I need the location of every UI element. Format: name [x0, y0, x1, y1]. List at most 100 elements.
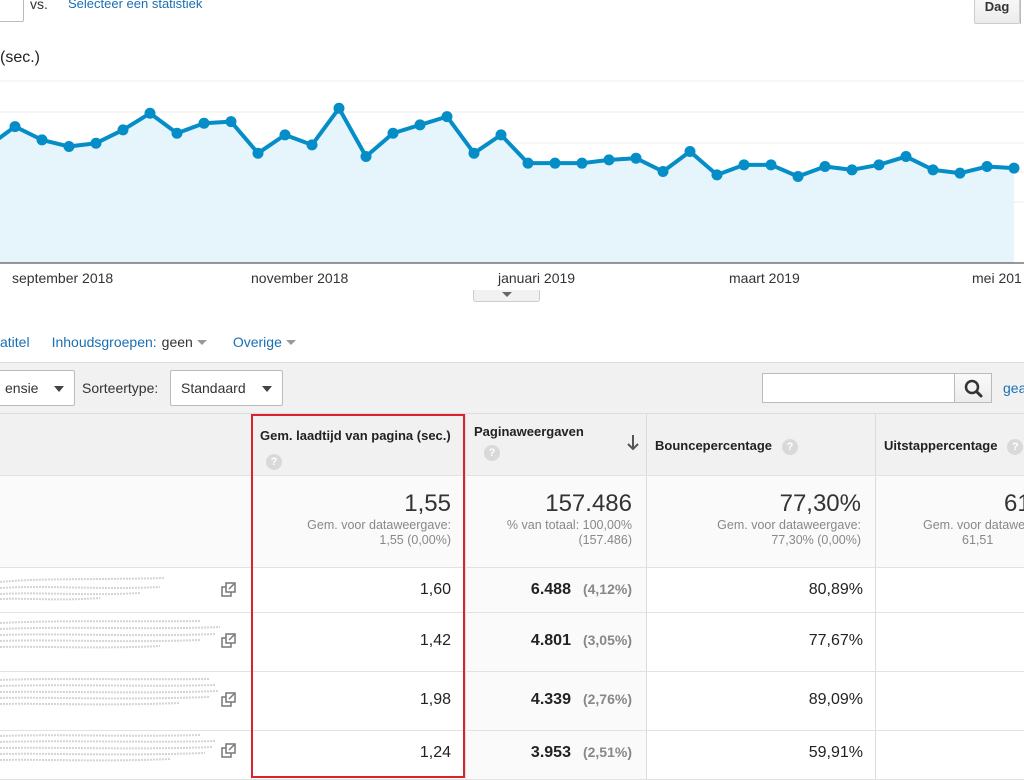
- data-point[interactable]: [981, 161, 993, 173]
- pageviews-percent: (2,51%): [582, 744, 632, 760]
- summary-sub-label: % van totaal: 100,00%: [506, 518, 632, 532]
- help-icon[interactable]: ?: [782, 438, 799, 455]
- chart-collapse-toggle[interactable]: [473, 290, 540, 302]
- summary-sub-value: (157.486): [578, 533, 632, 547]
- summary-value: 61: [1004, 490, 1024, 517]
- data-point[interactable]: [792, 170, 804, 182]
- content-groups-value[interactable]: geen: [161, 334, 193, 350]
- data-point[interactable]: [306, 139, 318, 151]
- data-point[interactable]: [9, 121, 21, 133]
- table-search-input[interactable]: [762, 373, 954, 403]
- sort-descending-icon[interactable]: [626, 434, 640, 452]
- chart-metric-label: (sec.): [0, 49, 40, 66]
- sort-type-select[interactable]: Standaard: [170, 370, 283, 406]
- help-icon[interactable]: ?: [484, 445, 500, 461]
- table-summary-row: 1,55 Gem. voor dataweergave: 1,55 (0,00%…: [0, 476, 1024, 568]
- bounce-cell: 59,91%: [646, 731, 875, 779]
- x-axis-label: september 2018: [12, 270, 113, 286]
- data-point[interactable]: [684, 146, 696, 158]
- data-point[interactable]: [279, 129, 291, 141]
- data-point[interactable]: [90, 137, 102, 149]
- load-time-column-header[interactable]: Gem. laadtijd van pagina (sec.)?: [251, 414, 465, 475]
- data-point[interactable]: [360, 151, 372, 163]
- data-point[interactable]: [171, 127, 183, 139]
- data-point[interactable]: [414, 119, 426, 131]
- data-point[interactable]: [954, 167, 966, 179]
- data-point[interactable]: [738, 159, 750, 171]
- x-axis-label: januari 2019: [497, 270, 575, 286]
- redacted-text: [0, 678, 219, 706]
- other-dimension-link[interactable]: Overige: [232, 334, 282, 350]
- data-point[interactable]: [630, 152, 642, 164]
- data-point[interactable]: [117, 124, 129, 136]
- data-point[interactable]: [873, 159, 885, 171]
- page-cell[interactable]: [0, 568, 251, 612]
- open-external-icon[interactable]: [221, 692, 237, 708]
- bounce-header-label: Bouncepercentage: [655, 438, 773, 453]
- data-point[interactable]: [225, 116, 237, 128]
- week-button[interactable]: [1020, 0, 1024, 24]
- data-point[interactable]: [603, 154, 615, 166]
- bounce-cell: 77,67%: [646, 613, 875, 671]
- data-point[interactable]: [441, 111, 453, 123]
- data-point[interactable]: [252, 147, 264, 159]
- data-point[interactable]: [144, 107, 156, 119]
- summary-exit: 61 Gem. voor dataweergave: 61,51: [875, 476, 1024, 567]
- x-axis-label: november 2018: [251, 270, 349, 286]
- pageviews-cell: 3.953 (2,51%): [465, 731, 646, 779]
- data-point[interactable]: [576, 157, 588, 169]
- secondary-dimension-select[interactable]: ensie: [0, 370, 75, 406]
- pageviews-column-header[interactable]: Paginaweergaven ?: [465, 414, 646, 475]
- pageviews-percent: (2,76%): [582, 691, 632, 707]
- data-point[interactable]: [522, 157, 534, 169]
- sort-type-label: Sorteertype:: [82, 380, 159, 396]
- help-icon[interactable]: ?: [1007, 438, 1024, 455]
- chevron-down-icon[interactable]: [285, 339, 296, 345]
- data-point[interactable]: [63, 141, 75, 153]
- page-cell[interactable]: [0, 672, 251, 730]
- data-point[interactable]: [927, 164, 939, 176]
- load-time-cell: 1,60: [251, 568, 465, 612]
- data-point[interactable]: [36, 134, 48, 146]
- chevron-down-icon[interactable]: [196, 339, 207, 345]
- sort-type-value: Standaard: [181, 380, 246, 396]
- open-external-icon[interactable]: [221, 743, 237, 759]
- data-point[interactable]: [711, 169, 723, 181]
- data-point[interactable]: [819, 161, 831, 173]
- data-point[interactable]: [657, 166, 669, 177]
- data-point[interactable]: [1008, 162, 1020, 174]
- data-point[interactable]: [333, 102, 345, 114]
- bounce-column-header[interactable]: Bouncepercentage?: [646, 414, 875, 475]
- dimension-column-header[interactable]: [0, 414, 251, 475]
- select-metric-link[interactable]: Selecteer een statistiek: [68, 0, 203, 11]
- exit-header-label: Uitstappercentage: [884, 438, 998, 453]
- load-time-cell: 1,98: [251, 672, 465, 730]
- search-button[interactable]: [954, 373, 992, 403]
- exit-cell: [875, 731, 1024, 779]
- data-point[interactable]: [900, 151, 912, 163]
- exit-column-header[interactable]: Uitstappercentage?: [875, 414, 1024, 475]
- open-external-icon[interactable]: [221, 582, 237, 598]
- table-header-row: Gem. laadtijd van pagina (sec.)? Paginaw…: [0, 414, 1024, 476]
- data-point[interactable]: [198, 117, 210, 129]
- data-point[interactable]: [765, 159, 777, 171]
- pageviews-value: 3.953: [530, 744, 571, 761]
- open-external-icon[interactable]: [221, 633, 237, 649]
- advanced-search-link[interactable]: gea: [1003, 380, 1024, 396]
- summary-sub-value: 1,55 (0,00%): [379, 533, 451, 547]
- bounce-cell: 80,89%: [646, 568, 875, 612]
- data-point[interactable]: [495, 129, 507, 141]
- dimension-link-page-title[interactable]: atitel: [0, 334, 30, 350]
- day-button[interactable]: Dag: [974, 0, 1020, 24]
- page-cell[interactable]: [0, 731, 251, 779]
- data-point[interactable]: [468, 147, 480, 159]
- data-point[interactable]: [387, 127, 399, 139]
- table-row: 1,60 6.488 (4,12%) 80,89%: [0, 568, 1024, 613]
- pageviews-cell: 6.488 (4,12%): [465, 568, 646, 612]
- content-groups-link[interactable]: Inhoudsgroepen:: [51, 334, 157, 350]
- data-point[interactable]: [549, 157, 561, 169]
- page-cell[interactable]: [0, 613, 251, 671]
- data-point[interactable]: [846, 164, 858, 176]
- help-icon[interactable]: ?: [266, 453, 282, 470]
- metric-select[interactable]: [0, 0, 24, 22]
